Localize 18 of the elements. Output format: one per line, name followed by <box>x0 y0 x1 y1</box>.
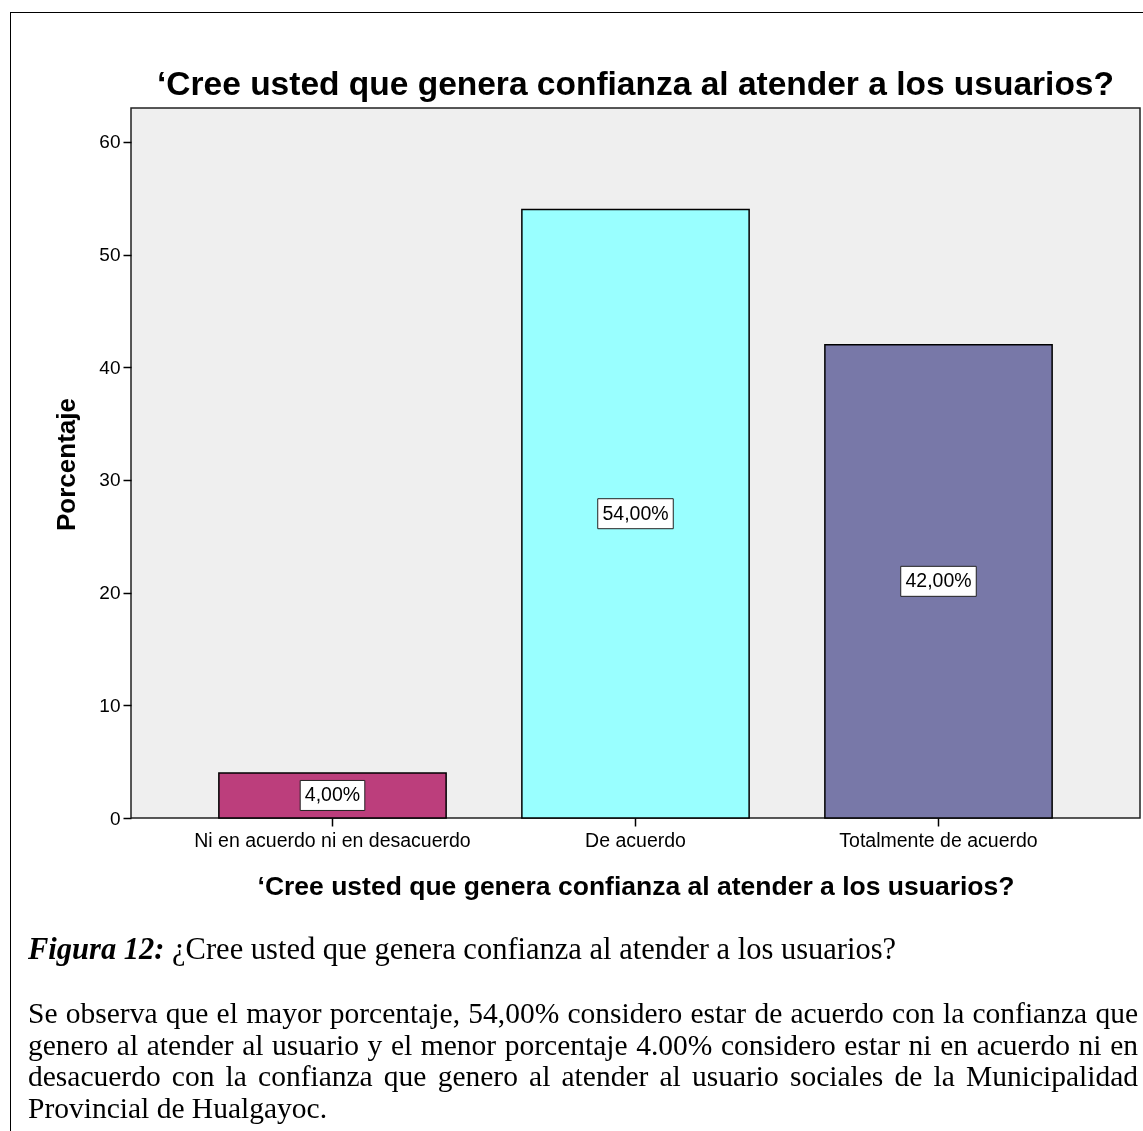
data-label: 42,00% <box>905 569 972 592</box>
y-tick-label: 30 <box>99 469 121 491</box>
x-tick-label: Totalmente de acuerdo <box>839 828 1038 851</box>
x-tick-label: Ni en acuerdo ni en desacuerdo <box>194 828 471 851</box>
x-tick-label: De acuerdo <box>585 828 687 851</box>
text: Figura 12: ¿Cree usted que genera confianza al atender a los usuarios? <box>28 932 897 966</box>
y-tick-label: 40 <box>99 356 121 378</box>
text: Se observa que el mayor porcentaje, 54,00% considero estar de acuerdo con la confianza que genero al atender al usuario y el menor porcentaje 4.00% considero estar ni en acuerdo ni en desacuerdo con la confianza que genero al atender al usuario sociales de la Municipalidad Provincial de Hualgayoc. <box>28 997 1138 1125</box>
y-tick-label: 60 <box>99 131 121 153</box>
y-tick-label: 20 <box>99 582 121 604</box>
y-axis-title: Porcentaje <box>50 398 81 531</box>
y-tick-label: 0 <box>109 807 121 829</box>
y-tick-label: 10 <box>99 694 121 716</box>
chart-title: ‘Cree usted que genera confianza al atender a los usuarios? <box>157 64 1114 102</box>
data-label: 4,00% <box>304 783 361 806</box>
y-tick-label: 50 <box>99 244 121 266</box>
data-label: 54,00% <box>602 501 669 524</box>
x-axis-title: ‘Cree usted que genera confianza al atender a los usuarios? <box>257 870 1015 901</box>
